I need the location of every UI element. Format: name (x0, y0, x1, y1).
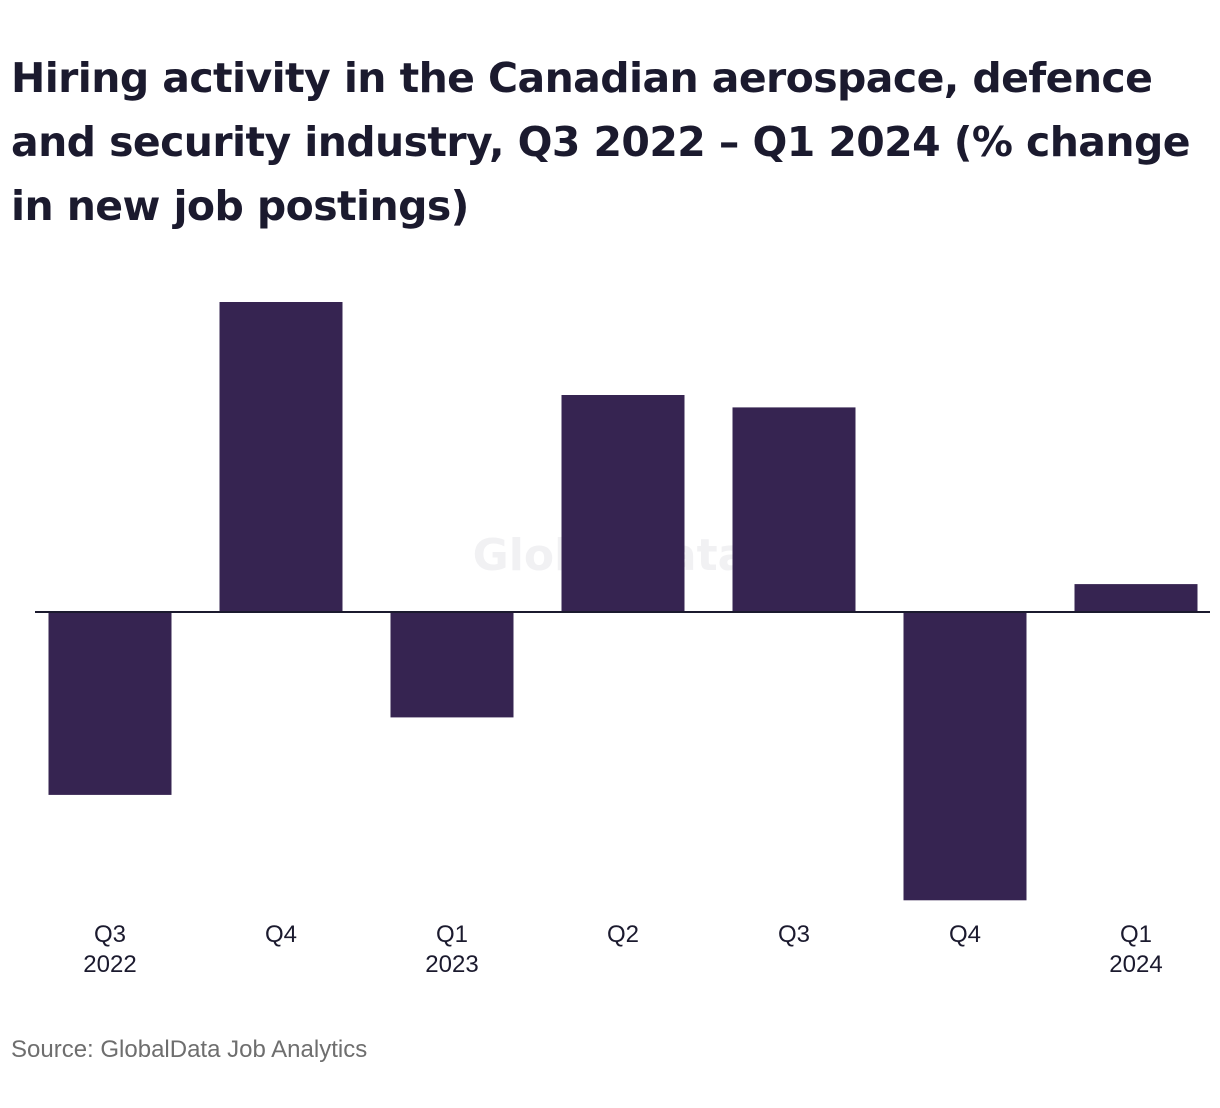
x-tick-label-5: Q3 (778, 921, 810, 948)
bar-3 (390, 612, 514, 718)
x-tick-quarter: Q1 (436, 921, 468, 948)
bar-1 (48, 612, 172, 795)
x-tick-quarter: Q3 (778, 921, 810, 948)
x-axis-labels: Q3 2022 Q4 Q1 2023 Q2 Q3 Q4 Q1 2024 (83, 921, 1162, 978)
bar-2 (219, 302, 343, 612)
x-tick-year: 2024 (1109, 951, 1162, 978)
x-tick-label-3: Q1 2023 (425, 921, 478, 978)
bar-7 (1074, 584, 1198, 612)
x-tick-label-2: Q4 (265, 921, 297, 948)
bar-6 (903, 612, 1027, 901)
x-tick-quarter: Q4 (949, 921, 981, 948)
x-tick-year: 2023 (425, 951, 478, 978)
chart-title: Hiring activity in the Canadian aerospac… (11, 54, 1191, 230)
bar-4 (561, 395, 685, 612)
x-tick-quarter: Q1 (1120, 921, 1152, 948)
x-tick-quarter: Q2 (607, 921, 639, 948)
x-tick-label-7: Q1 2024 (1109, 921, 1162, 978)
source-note: Source: GlobalData Job Analytics (11, 1036, 368, 1063)
bar-5 (732, 407, 856, 612)
x-tick-quarter: Q3 (94, 921, 126, 948)
x-tick-label-6: Q4 (949, 921, 981, 948)
x-tick-quarter: Q4 (265, 921, 297, 948)
x-tick-year: 2022 (83, 951, 136, 978)
x-tick-label-1: Q3 2022 (83, 921, 136, 978)
x-tick-label-4: Q2 (607, 921, 639, 948)
bars-group (48, 302, 1198, 901)
